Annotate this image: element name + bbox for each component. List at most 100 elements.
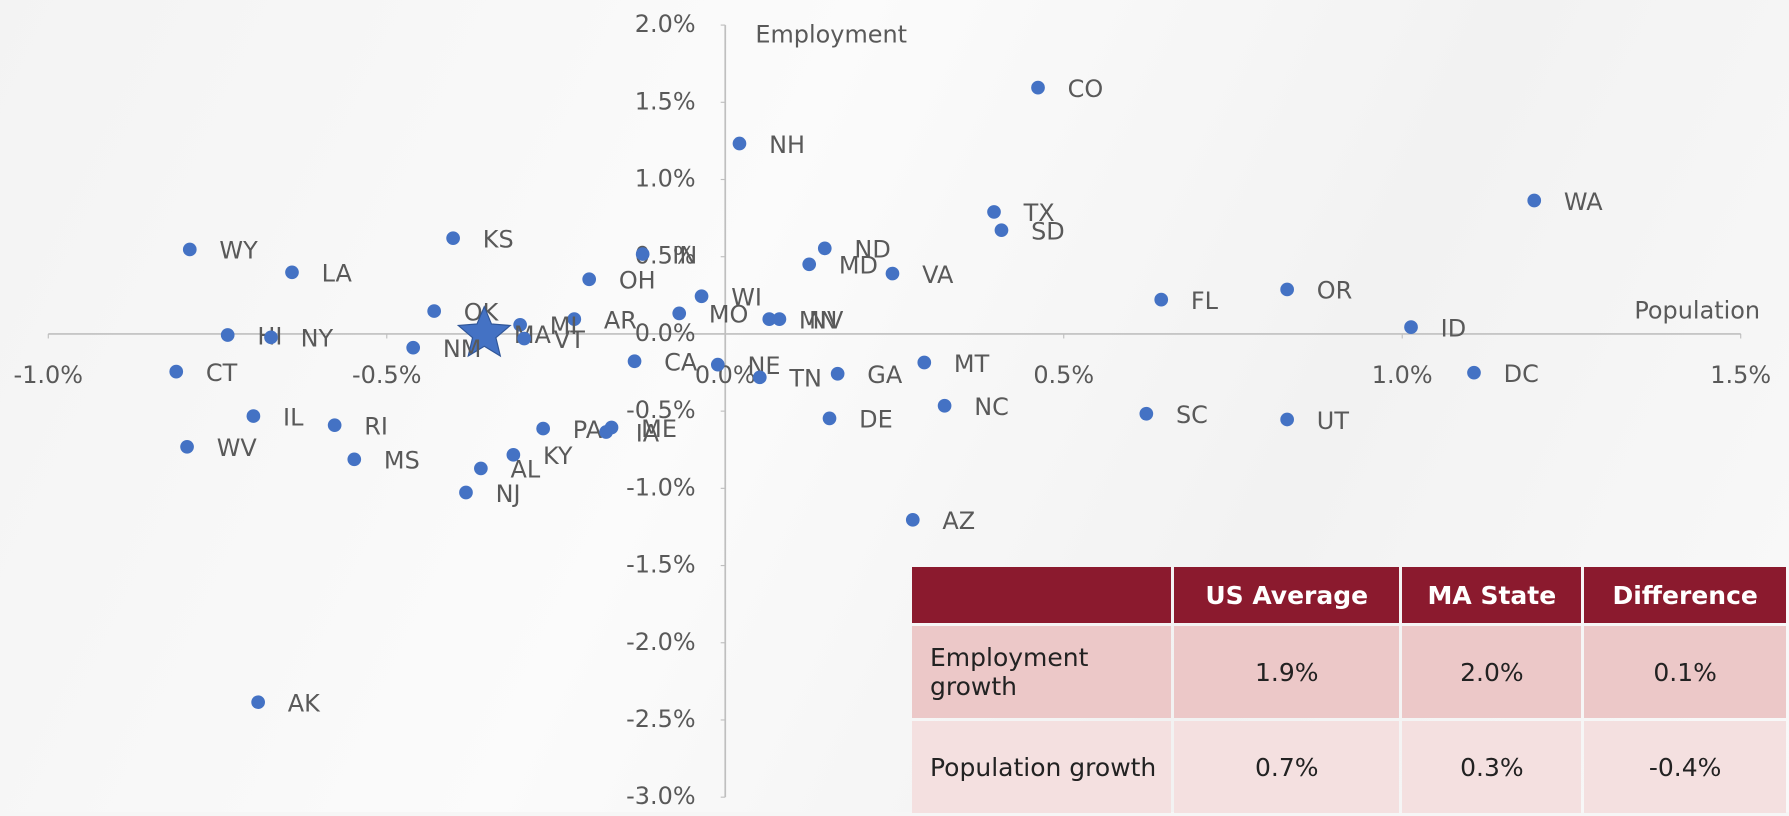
point bbox=[406, 340, 421, 355]
point bbox=[1280, 282, 1294, 297]
point-label: FL bbox=[1191, 287, 1219, 315]
point bbox=[246, 409, 261, 423]
point-label: MO bbox=[709, 301, 749, 329]
point-label: AL bbox=[511, 456, 541, 484]
y-tick-label: 1.5% bbox=[635, 87, 696, 115]
point-label: AR bbox=[604, 306, 637, 334]
point bbox=[762, 312, 777, 326]
table-row: Employment growth 1.9% 2.0% 0.1% bbox=[912, 626, 1786, 718]
y-tick-label: 1.0% bbox=[635, 165, 696, 193]
y-tick-label: 2.0% bbox=[635, 10, 696, 38]
point-label: GA bbox=[867, 361, 903, 389]
point-label: NV bbox=[809, 306, 844, 334]
point-label: AK bbox=[288, 689, 321, 717]
header-cell: Difference bbox=[1584, 567, 1786, 623]
point-label: WA bbox=[1564, 188, 1603, 216]
x-tick-label: -0.5% bbox=[352, 361, 421, 389]
point bbox=[817, 241, 832, 256]
point bbox=[635, 247, 650, 261]
table-cell: Employment growth bbox=[912, 626, 1171, 718]
point-label: MI bbox=[550, 312, 578, 340]
point-label: ND bbox=[854, 236, 890, 264]
x-tick-label: -1.0% bbox=[14, 361, 83, 389]
point-label: VA bbox=[922, 261, 954, 289]
point bbox=[220, 328, 235, 342]
point bbox=[905, 512, 920, 527]
point-label: OH bbox=[619, 267, 656, 295]
point-label: NC bbox=[974, 393, 1009, 421]
point bbox=[474, 461, 488, 476]
point-label: MT bbox=[954, 350, 990, 378]
point-label: NM bbox=[443, 335, 482, 363]
point-label: IN bbox=[672, 241, 697, 269]
point bbox=[285, 265, 299, 280]
point bbox=[427, 304, 442, 318]
point-label: DC bbox=[1504, 360, 1539, 388]
y-tick-label: -2.0% bbox=[626, 628, 695, 656]
table-cell: 0.1% bbox=[1584, 626, 1786, 718]
point-label: ID bbox=[1441, 314, 1467, 342]
table-cell: Population growth bbox=[912, 721, 1171, 813]
point-label: KS bbox=[483, 225, 514, 253]
table-cell: 0.7% bbox=[1174, 721, 1400, 813]
point bbox=[536, 421, 550, 436]
point-label: IA bbox=[636, 419, 660, 447]
point-label: LA bbox=[322, 260, 353, 288]
point bbox=[1404, 320, 1418, 334]
point bbox=[732, 136, 747, 151]
point-label: KY bbox=[543, 442, 573, 470]
table-cell: 2.0% bbox=[1402, 626, 1582, 718]
header-cell: MA State bbox=[1402, 567, 1582, 623]
y-tick-label: -3.0% bbox=[626, 782, 695, 810]
y-tick-label: -2.5% bbox=[626, 705, 695, 733]
point bbox=[710, 357, 725, 372]
point-label: WI bbox=[731, 284, 762, 312]
point-label: NH bbox=[769, 131, 805, 159]
table-cell: 0.3% bbox=[1402, 721, 1582, 813]
x-axis-title: Population bbox=[1634, 296, 1760, 324]
point bbox=[347, 452, 362, 467]
point-label: NY bbox=[301, 325, 334, 353]
point-label: ME bbox=[641, 415, 677, 443]
point-label: IL bbox=[283, 403, 304, 431]
table-cell: -0.4% bbox=[1584, 721, 1786, 813]
highlight-point bbox=[456, 305, 512, 358]
point-label: MD bbox=[839, 252, 878, 280]
y-tick-label: -1.0% bbox=[626, 473, 695, 501]
point bbox=[327, 418, 342, 433]
header-cell bbox=[912, 567, 1171, 623]
point bbox=[1280, 412, 1294, 427]
point bbox=[1527, 193, 1542, 208]
point bbox=[567, 312, 582, 326]
point-label: RI bbox=[364, 412, 388, 440]
point bbox=[251, 695, 265, 710]
point bbox=[446, 231, 460, 246]
point bbox=[822, 411, 837, 426]
x-tick-label: 1.5% bbox=[1710, 361, 1771, 389]
point bbox=[582, 272, 597, 287]
point bbox=[752, 370, 767, 385]
point bbox=[1154, 292, 1169, 307]
point-label: MN bbox=[799, 306, 838, 334]
point-label: VT bbox=[554, 326, 585, 354]
point-label: DE bbox=[859, 406, 893, 434]
x-tick-label: 0.0% bbox=[695, 361, 756, 389]
point-label: TN bbox=[788, 365, 822, 393]
point-label: TX bbox=[1023, 199, 1055, 227]
point bbox=[937, 398, 952, 413]
point-label: CO bbox=[1068, 75, 1104, 103]
point-label: CT bbox=[206, 359, 238, 387]
point bbox=[513, 317, 527, 332]
x-tick-label: 1.0% bbox=[1372, 361, 1433, 389]
point bbox=[506, 447, 521, 462]
point bbox=[264, 330, 278, 345]
point-label: NJ bbox=[496, 480, 521, 508]
point bbox=[599, 425, 613, 439]
x-tick-label: 0.5% bbox=[1033, 361, 1094, 389]
point bbox=[994, 223, 1009, 237]
point-label: SD bbox=[1031, 217, 1065, 245]
point bbox=[694, 289, 709, 304]
header-cell: US Average bbox=[1174, 567, 1400, 623]
header-row: US Average MA State Difference bbox=[912, 567, 1786, 623]
